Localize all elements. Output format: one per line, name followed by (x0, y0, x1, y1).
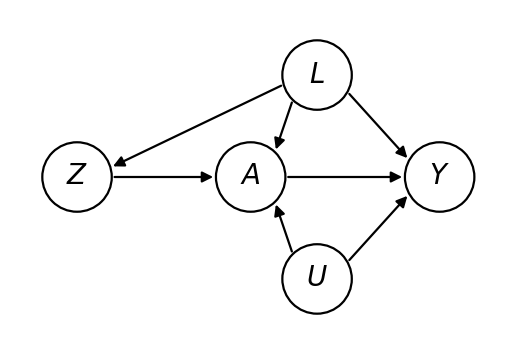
Ellipse shape (405, 142, 475, 212)
Ellipse shape (216, 142, 285, 212)
Ellipse shape (282, 244, 352, 314)
Ellipse shape (43, 142, 112, 212)
Text: $\mathit{Y}$: $\mathit{Y}$ (429, 164, 450, 190)
Text: $\mathit{L}$: $\mathit{L}$ (309, 62, 325, 88)
Text: $\mathit{Z}$: $\mathit{Z}$ (66, 164, 88, 190)
Ellipse shape (282, 40, 352, 110)
Text: $\mathit{A}$: $\mathit{A}$ (240, 164, 261, 190)
Text: $\mathit{U}$: $\mathit{U}$ (306, 266, 328, 292)
